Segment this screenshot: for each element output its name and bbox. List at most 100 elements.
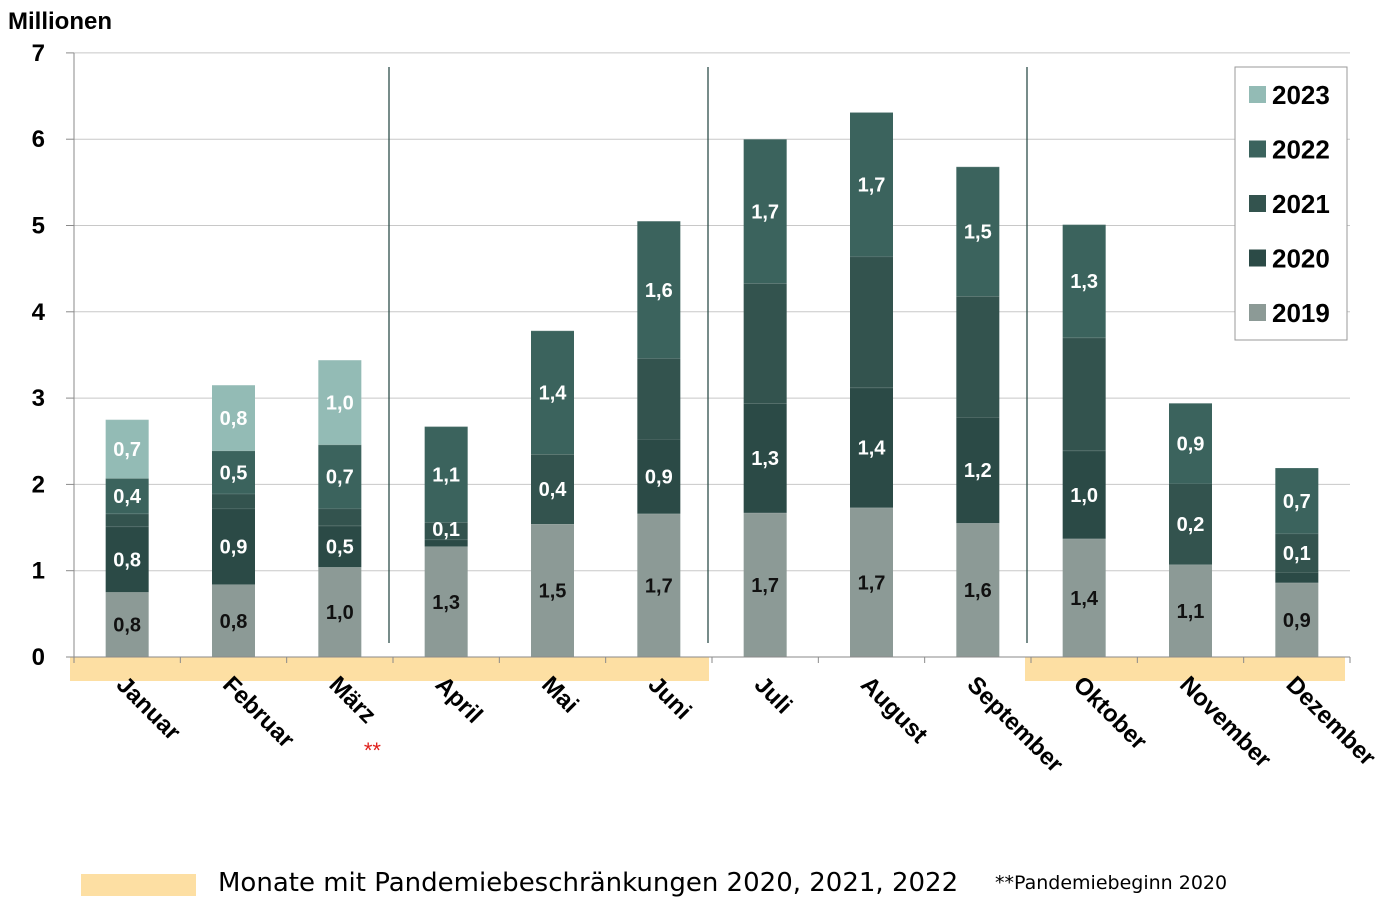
data-label-2022: 0,9 — [1177, 433, 1205, 455]
x-tick-label: Januar — [111, 671, 186, 746]
bar-segment-2020 — [637, 439, 681, 514]
bar-segment-2020 — [743, 403, 787, 513]
bar-segment-2021 — [424, 522, 468, 540]
data-label-2020: 0,9 — [220, 537, 248, 559]
x-tick-label: August — [855, 671, 933, 749]
legend-swatch-2021 — [1249, 195, 1266, 212]
data-label-2020: 0,5 — [326, 537, 354, 559]
data-label-2020: 1,2 — [964, 460, 992, 482]
data-label-2022: 1,6 — [645, 280, 673, 302]
bar-segment-2019 — [105, 592, 149, 657]
data-label-2022: 0,5 — [220, 462, 248, 484]
x-axis-tick-labels: Januar Februar März**April Mai Juni Juli Augus… — [111, 671, 1381, 778]
data-label-2019: 1,3 — [432, 592, 460, 614]
data-label-2022: 1,4 — [539, 382, 568, 404]
bar-segment-2022 — [105, 478, 149, 514]
legend-label-2023: 2023 — [1272, 80, 1330, 110]
data-label-2019: 0,8 — [220, 611, 248, 633]
data-labels: 0,8 0,8 0,4 0,7 0,8 0,9 0,5 0,8 1,0 0,5 0,7 1,0 1,3 0… — [113, 175, 1310, 637]
pandemic-band-1 — [70, 657, 709, 681]
bar-segment-2022 — [1275, 468, 1319, 534]
x-tick-marker: ** — [364, 738, 382, 763]
pandemic-bands — [70, 657, 1345, 681]
bar-segment-2022 — [1169, 403, 1212, 484]
bar-segment-2022 — [1062, 224, 1106, 338]
legend-label-2022: 2022 — [1272, 135, 1330, 165]
legend-swatch-2019 — [1249, 304, 1266, 321]
y-tick-label: 7 — [32, 40, 45, 67]
x-tick-label: Juli — [749, 671, 797, 719]
bar-segment-2021 — [531, 454, 574, 525]
bar-segment-2019 — [743, 512, 787, 657]
bar-segment-2022 — [637, 221, 681, 359]
bar-segment-2019 — [424, 546, 468, 657]
data-label-2019: 0,8 — [113, 615, 141, 637]
data-label-2022: 1,3 — [1070, 271, 1098, 293]
bar-segment-2023 — [212, 385, 255, 451]
bar-segment-2020 — [318, 525, 362, 568]
x-tick-label: Februar — [217, 671, 299, 753]
legend-label-2020: 2020 — [1272, 244, 1330, 274]
bar-segment-2021 — [1169, 483, 1212, 565]
data-label-2022: 1,5 — [964, 222, 992, 244]
bar-segment-2022 — [318, 444, 362, 509]
bars — [105, 111, 1319, 657]
pandemic-band-swatch — [81, 874, 196, 896]
x-tick-label: November — [1174, 671, 1276, 773]
y-tick-label: 2 — [32, 471, 45, 498]
bar-segment-2019 — [850, 507, 893, 657]
data-label-2021: 0,2 — [1177, 514, 1205, 536]
data-label-2020: 1,4 — [858, 438, 887, 460]
data-label-2022: 0,7 — [1283, 491, 1311, 513]
bar-segment-2022 — [850, 112, 893, 257]
data-label-2020: 1,0 — [1070, 485, 1098, 507]
y-tick-label: 5 — [32, 213, 45, 240]
bar-segment-2020 — [212, 508, 255, 585]
data-label-2019: 1,6 — [964, 580, 992, 602]
x-tick-label: Oktober — [1068, 671, 1152, 755]
bar-segment-2019 — [637, 513, 681, 657]
bar-segment-2019 — [1275, 582, 1319, 657]
bar-segment-2021 — [1275, 533, 1319, 573]
pandemic-footnote: **Pandemiebeginn 2020 — [995, 872, 1228, 894]
bar-segment-2019 — [531, 524, 574, 657]
bar-segment-2020 — [105, 526, 149, 593]
bar-segment-2022 — [212, 450, 255, 494]
legend-swatch-2023 — [1249, 86, 1266, 103]
data-label-2019: 1,7 — [645, 575, 673, 597]
y-axis-title: Millionen — [8, 8, 112, 35]
data-label-2019: 1,7 — [858, 572, 886, 594]
legend-label-2021: 2021 — [1272, 189, 1330, 219]
legend-label-2019: 2019 — [1272, 298, 1330, 328]
bar-segment-2019 — [956, 523, 1000, 657]
x-axis — [73, 656, 1351, 663]
data-label-2022: 0,7 — [326, 467, 354, 489]
pandemic-band-2 — [1025, 657, 1345, 681]
data-label-2019: 1,7 — [751, 575, 779, 597]
bar-segment-2023 — [318, 360, 362, 445]
bar-segment-2021 — [318, 508, 362, 526]
x-tick-label: Dezember — [1281, 671, 1381, 771]
bar-segment-2022 — [743, 139, 787, 284]
bar-segment-2019 — [212, 584, 255, 657]
bar-segment-2022 — [424, 426, 468, 523]
data-label-2021: 0,4 — [539, 479, 568, 501]
bar-segment-2022 — [531, 330, 574, 455]
data-label-2019: 1,5 — [539, 581, 567, 603]
y-tick-label: 0 — [32, 644, 45, 671]
bar-segment-2022 — [956, 166, 1000, 297]
bar-segment-2021 — [850, 256, 893, 388]
legend: 2023 2022 2021 2020 2019 — [1234, 66, 1348, 341]
data-label-2020: 0,8 — [113, 549, 141, 571]
bar-segment-2019 — [1169, 564, 1212, 657]
y-tick-label: 3 — [32, 385, 45, 412]
quarter-separators — [388, 67, 1028, 643]
data-label-2022: 0,4 — [113, 486, 142, 508]
pandemic-band-label: Monate mit Pandemiebeschränkungen 2020, … — [218, 868, 959, 898]
bar-segment-2021 — [1062, 337, 1106, 451]
data-label-2019: 1,1 — [1177, 601, 1205, 623]
bar-segment-2020 — [956, 417, 1000, 524]
bar-segment-2019 — [318, 567, 362, 657]
y-axis-ticks: 0 1 2 3 4 5 6 7 — [32, 40, 46, 671]
